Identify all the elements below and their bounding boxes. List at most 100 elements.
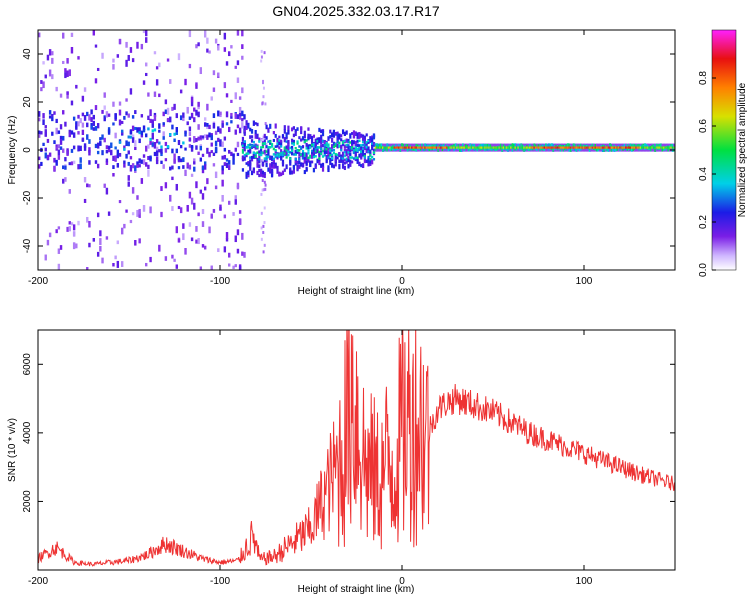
heatmap-cell <box>217 126 220 133</box>
heatmap-cell <box>197 238 200 245</box>
heatmap-cell <box>303 159 306 164</box>
heatmap-cell <box>250 139 254 143</box>
heatmap-cell <box>105 149 109 154</box>
heatmap-cell <box>267 152 270 158</box>
heatmap-cell <box>249 163 252 169</box>
heatmap-cell <box>114 255 117 260</box>
heatmap-cell <box>199 189 203 194</box>
heatmap-cell <box>648 146 651 149</box>
heatmap-cell <box>142 30 146 34</box>
heatmap-cell <box>182 141 185 145</box>
heatmap-cell <box>622 147 625 151</box>
heatmap-cell <box>120 227 124 235</box>
heatmap-cell <box>96 163 100 169</box>
heatmap-cell <box>77 164 80 170</box>
heatmap-cell <box>325 158 328 164</box>
heatmap-cell <box>77 114 80 119</box>
heatmap-cell <box>632 143 635 147</box>
heatmap-cell <box>303 156 306 162</box>
heatmap-cell <box>221 194 224 202</box>
heatmap-cell <box>225 122 229 126</box>
heatmap-cell <box>105 161 109 165</box>
heatmap-cell <box>626 144 629 148</box>
heatmap-cell <box>193 158 196 164</box>
heatmap-cell <box>667 146 670 149</box>
heatmap-cell <box>329 154 332 157</box>
heatmap-cell <box>230 151 233 157</box>
heatmap-cell <box>657 146 660 149</box>
heatmap-cell <box>323 151 326 156</box>
heatmap-cell <box>673 146 675 149</box>
heatmap-cell <box>94 160 98 164</box>
heatmap-cell <box>486 143 489 147</box>
heatmap-cell <box>162 164 165 169</box>
heatmap-cell <box>175 148 178 154</box>
heatmap-cell <box>296 160 299 165</box>
heatmap-cell <box>600 146 603 149</box>
heatmap-cell <box>101 52 104 59</box>
heatmap-cell <box>540 146 543 149</box>
heatmap-cell <box>529 143 532 147</box>
y-tick-label: 20 <box>22 96 33 108</box>
heatmap-cell <box>545 146 548 149</box>
heatmap-cell <box>340 144 343 149</box>
heatmap-cell <box>345 130 348 135</box>
heatmap-cell <box>367 155 370 159</box>
heatmap-cell <box>274 155 277 159</box>
heatmap-cell <box>374 143 377 147</box>
heatmap-cell <box>340 134 343 138</box>
heatmap-cell <box>197 212 200 217</box>
heatmap-cell <box>276 153 279 156</box>
heatmap-cell <box>221 168 224 175</box>
heatmap-cell <box>380 143 383 147</box>
heatmap-cell <box>175 264 178 269</box>
heatmap-cell <box>283 137 286 143</box>
heatmap-cell <box>309 156 312 159</box>
heatmap-cell <box>384 147 387 151</box>
heatmap-cell <box>86 267 89 270</box>
heatmap-cell <box>575 146 578 149</box>
heatmap-cell <box>254 152 257 155</box>
heatmap-cell <box>483 143 486 147</box>
heatmap-cell <box>265 158 268 161</box>
heatmap-cell <box>247 124 250 129</box>
heatmap-cell <box>127 175 130 181</box>
heatmap-cell <box>57 144 61 149</box>
heatmap-cell <box>90 109 93 115</box>
heatmap-cell <box>158 141 161 145</box>
heatmap-cell <box>374 146 377 149</box>
heatmap-cell <box>177 156 181 161</box>
heatmap-cell <box>199 145 203 151</box>
heatmap-cell <box>280 155 283 161</box>
heatmap-cell <box>292 153 295 156</box>
heatmap-cell <box>101 109 104 114</box>
heatmap-cell <box>262 188 265 192</box>
heatmap-cell <box>610 148 613 152</box>
heatmap-cell <box>314 144 317 150</box>
heatmap-cell <box>292 169 295 174</box>
heatmap-cell <box>390 146 393 149</box>
heatmap-cell <box>267 167 270 172</box>
heatmap-cell <box>642 146 645 149</box>
heatmap-cell <box>448 146 451 149</box>
heatmap-cell <box>234 199 237 205</box>
heatmap-cell <box>321 129 325 132</box>
heatmap-cell <box>127 55 130 61</box>
heatmap-cell <box>206 122 209 127</box>
heatmap-cell <box>134 110 137 115</box>
heatmap-cell <box>285 132 288 138</box>
heatmap-cell <box>434 147 437 151</box>
heatmap-cell <box>301 163 305 168</box>
heatmap-cell <box>272 130 275 135</box>
heatmap-cell <box>283 129 286 134</box>
snr-x-ticks: -200 -100 0 100 <box>28 330 593 587</box>
heatmap-cell <box>645 146 648 149</box>
heatmap-cell <box>546 146 549 149</box>
heatmap-cell <box>272 153 275 156</box>
heatmap-cell <box>287 140 290 144</box>
heatmap-cell <box>448 147 451 151</box>
heatmap-cell <box>264 122 267 126</box>
heatmap-cell <box>203 161 207 166</box>
heatmap-cell <box>625 146 628 149</box>
